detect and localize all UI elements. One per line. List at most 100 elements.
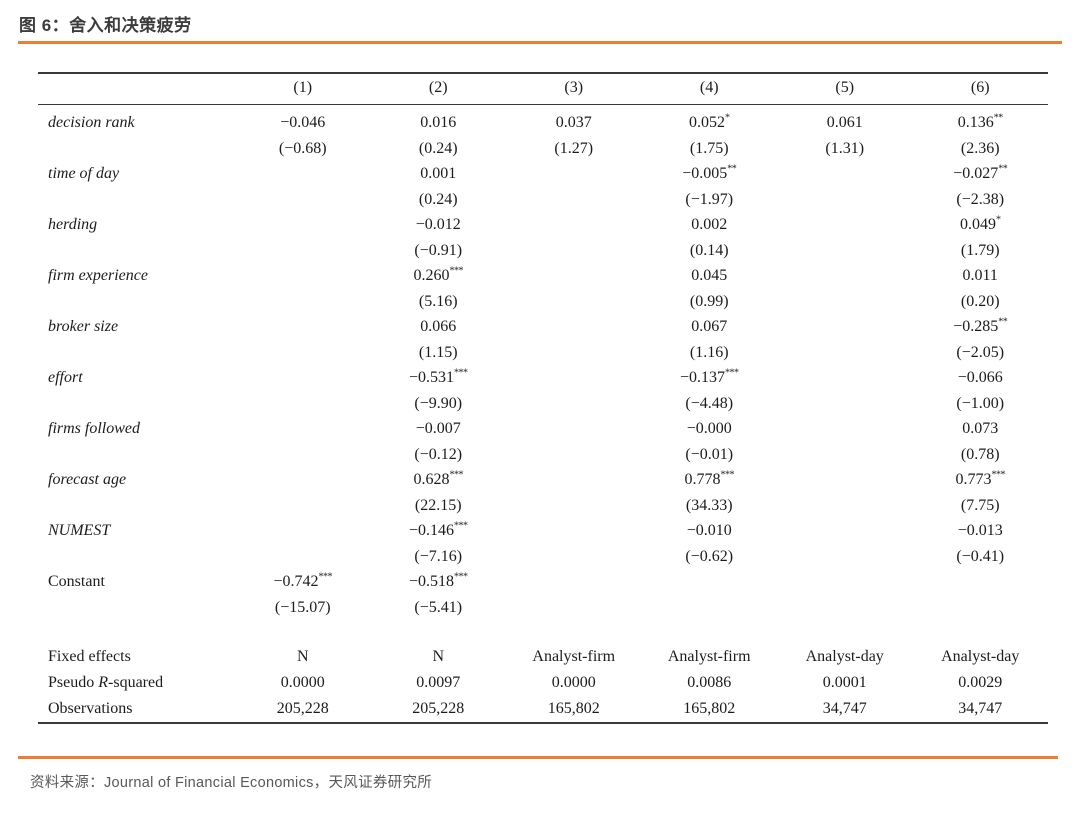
- cell-value: −0.066: [957, 369, 1003, 386]
- significance-stars: ***: [991, 469, 1005, 481]
- significance-stars: **: [727, 163, 737, 175]
- row-label: Constant: [48, 573, 105, 590]
- tstat-row: (−15.07) (−5.41): [38, 595, 1048, 621]
- tstat-row: (1.15) (1.16) (−2.05): [38, 340, 1048, 366]
- cell-value: 0.066: [420, 318, 457, 335]
- cell-value: −0.000: [686, 420, 732, 437]
- row-label-header: [38, 72, 236, 105]
- row-label: NUMEST: [48, 522, 111, 539]
- cell-value: [235, 340, 370, 366]
- row-label: decision rank: [48, 114, 135, 131]
- cell-value: [777, 391, 912, 417]
- row-label: time of day: [48, 165, 120, 182]
- cell-value: [235, 263, 370, 289]
- cell-value: [235, 289, 370, 315]
- row-label: Fixed effects: [48, 648, 131, 665]
- cell-value: [506, 544, 641, 570]
- cell-value: [912, 569, 1048, 595]
- cell-value: 0.0000: [280, 674, 325, 691]
- cell-value: [506, 314, 641, 340]
- significance-stars: **: [998, 163, 1008, 175]
- cell-value: −0.518***: [408, 571, 468, 590]
- cell-value: −0.012: [415, 216, 461, 233]
- cell-value: −0.137***: [679, 367, 739, 386]
- cell-value: [641, 595, 776, 621]
- cell-value: (1.75): [689, 139, 729, 157]
- cell-value: [235, 493, 370, 519]
- cell-value: (−2.38): [956, 190, 1005, 208]
- cell-value: (−9.90): [414, 394, 463, 412]
- row-label: [38, 340, 235, 366]
- cell-value: (−0.12): [414, 445, 463, 463]
- cell-value: [506, 263, 641, 289]
- significance-stars: ***: [720, 469, 734, 481]
- cell-value: (0.24): [418, 139, 458, 157]
- cell-value: 34,747: [776, 696, 913, 724]
- cell-value: 205,228: [235, 696, 371, 724]
- cell-value: [506, 569, 641, 595]
- cell-value: [506, 187, 641, 213]
- cell-value: (−0.91): [414, 241, 463, 259]
- cell-value: 0.045: [691, 267, 728, 284]
- significance-stars: ***: [454, 571, 468, 583]
- cell-value: 0.061: [826, 114, 863, 131]
- coefficient-row: herding −0.012 0.002 0.049*: [38, 212, 1048, 238]
- cell-value: (−0.62): [685, 547, 734, 565]
- cell-value: [912, 595, 1048, 621]
- title-divider: [18, 41, 1062, 44]
- cell-value: 0.052*: [688, 112, 730, 131]
- cell-value: (−5.41): [414, 598, 463, 616]
- tstat-row: (−0.68) (0.24) (1.27) (1.75) (1.31) (2.36): [38, 136, 1048, 162]
- cell-value: 0.260***: [413, 265, 463, 284]
- cell-value: (0.20): [960, 292, 1000, 310]
- cell-value: [777, 365, 912, 391]
- cell-value: 0.773***: [955, 469, 1005, 488]
- cell-value: Analyst-day: [941, 648, 1020, 665]
- cell-value: [777, 263, 912, 289]
- cell-value: (0.99): [689, 292, 729, 310]
- cell-value: [235, 161, 370, 187]
- significance-stars: ***: [449, 469, 463, 481]
- tstat-row: (−9.90) (−4.48) (−1.00): [38, 391, 1048, 417]
- cell-value: [506, 595, 641, 621]
- tstat-row: (−0.91) (0.14) (1.79): [38, 238, 1048, 264]
- cell-value: N: [432, 648, 445, 665]
- coefficient-row: forecast age 0.628*** 0.778*** 0.773***: [38, 467, 1048, 493]
- cell-value: [641, 569, 776, 595]
- significance-stars: ***: [724, 367, 739, 379]
- column-header: (6): [912, 72, 1048, 105]
- cell-value: −0.531***: [408, 367, 468, 386]
- cell-value: [506, 238, 641, 264]
- tstat-row: (−0.12) (−0.01) (0.78): [38, 442, 1048, 468]
- regression-table-grid: (1) (2) (3) (4) (5) (6) decision rank −0.046 0.…: [38, 72, 1048, 724]
- tstat-row: (−7.16) (−0.62) (−0.41): [38, 544, 1048, 570]
- tstat-row: (0.24) (−1.97) (−2.38): [38, 187, 1048, 213]
- cell-value: 0.0000: [551, 674, 596, 691]
- cell-value: [777, 212, 912, 238]
- significance-stars: ***: [318, 571, 333, 583]
- cell-value: 0.778***: [684, 469, 734, 488]
- row-label: forecast age: [48, 471, 127, 488]
- cell-value: 0.001: [420, 165, 457, 182]
- cell-value: [777, 238, 912, 264]
- row-label: herding: [48, 216, 98, 233]
- spacer-row: [38, 620, 1048, 644]
- figure-title: 图 6：舍入和决策疲劳: [19, 16, 192, 35]
- cell-value: [777, 340, 912, 366]
- cell-value: [777, 569, 912, 595]
- cell-value: [506, 442, 641, 468]
- cell-value: (−2.05): [956, 343, 1005, 361]
- cell-value: −0.742***: [273, 571, 333, 590]
- coefficient-row: effort −0.531*** −0.137*** −0.066: [38, 365, 1048, 391]
- row-label: firms followed: [48, 420, 141, 437]
- cell-value: (1.31): [825, 139, 865, 157]
- spacer-cell: [38, 620, 1048, 644]
- cell-value: 0.0029: [958, 674, 1003, 691]
- cell-value: Analyst-firm: [532, 648, 616, 665]
- cell-value: (1.27): [554, 139, 594, 157]
- cell-value: −0.046: [280, 114, 326, 131]
- coefficient-row: firms followed −0.007 −0.000 0.073: [38, 416, 1048, 442]
- cell-value: 0.628***: [413, 469, 463, 488]
- significance-stars: ***: [449, 265, 463, 277]
